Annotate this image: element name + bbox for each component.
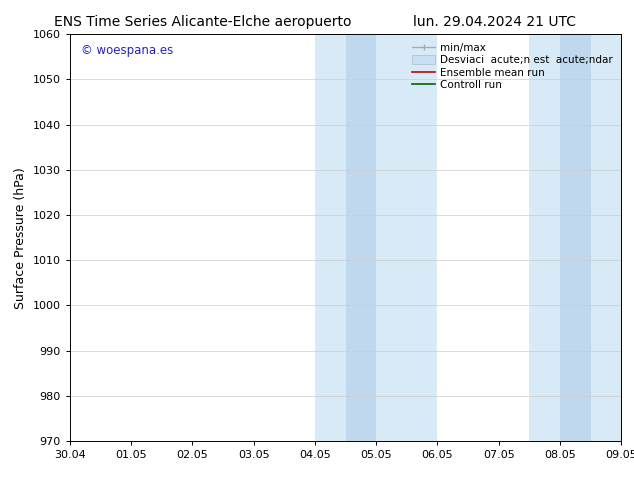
Text: lun. 29.04.2024 21 UTC: lun. 29.04.2024 21 UTC [413,15,576,29]
Bar [346,34,376,441]
Bar [591,34,621,441]
Bar [529,34,560,441]
Legend: min/max, Desviaci  acute;n est  acute;ndar, Ensemble mean run, Controll run: min/max, Desviaci acute;n est acute;ndar… [409,40,616,94]
Bar [315,34,346,441]
Text: ENS Time Series Alicante-Elche aeropuerto: ENS Time Series Alicante-Elche aeropuert… [54,15,352,29]
Bar [560,34,591,441]
Bar [376,34,437,441]
Text: © woespana.es: © woespana.es [81,45,173,57]
Y-axis label: Surface Pressure (hPa): Surface Pressure (hPa) [14,167,27,309]
